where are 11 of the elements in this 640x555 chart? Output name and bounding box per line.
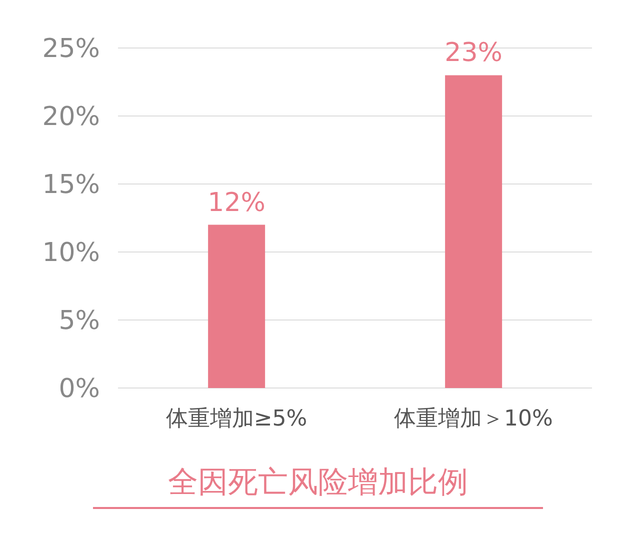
text: 全因死亡风险增加比例 [93, 462, 543, 509]
y-tick-label: 5% [58, 306, 100, 336]
data-label: 23% [444, 38, 502, 68]
y-tick-label: 20% [42, 102, 100, 132]
y-tick-label: 15% [42, 170, 100, 200]
y-tick-label: 0% [58, 374, 100, 404]
x-tick-label: 体重增加≥5% [166, 406, 308, 432]
data-label: 12% [208, 188, 266, 218]
x-tick-label: 体重增加＞10% [394, 406, 553, 432]
y-tick-label: 25% [42, 34, 100, 64]
y-tick-label: 10% [42, 238, 100, 268]
